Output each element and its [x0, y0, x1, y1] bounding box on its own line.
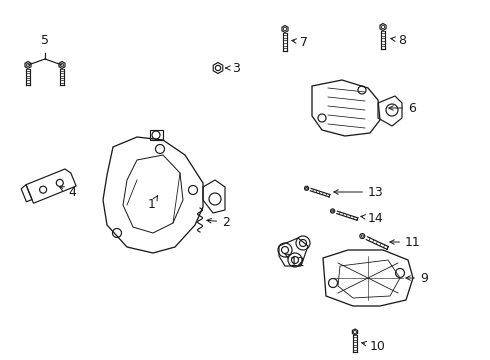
Text: 11: 11 [390, 235, 421, 248]
Text: 9: 9 [406, 271, 428, 284]
Text: 7: 7 [292, 36, 308, 49]
Text: 14: 14 [361, 211, 384, 225]
Text: 12: 12 [285, 254, 306, 269]
Text: 5: 5 [41, 34, 49, 47]
Text: 1: 1 [148, 195, 158, 211]
Text: 3: 3 [226, 62, 240, 75]
Text: 8: 8 [391, 33, 406, 46]
Text: 10: 10 [362, 339, 386, 352]
Text: 13: 13 [334, 185, 384, 198]
Text: 6: 6 [389, 102, 416, 114]
Text: 2: 2 [207, 216, 230, 229]
Text: 4: 4 [59, 186, 76, 199]
